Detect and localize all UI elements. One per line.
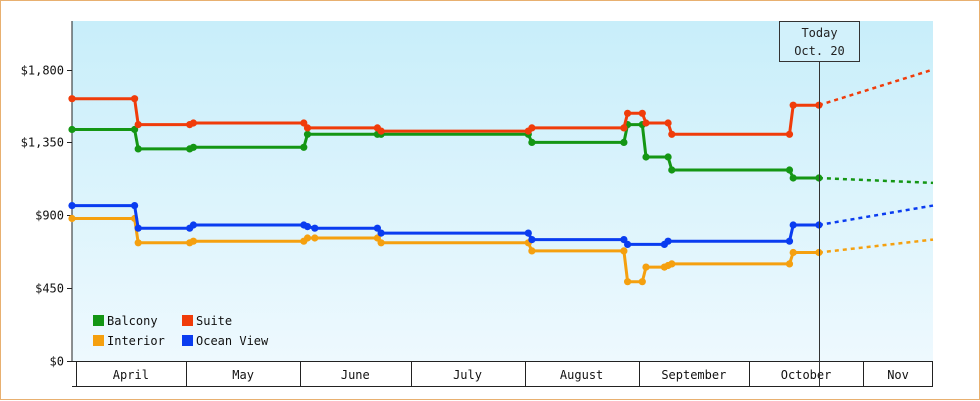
data-point[interactable] — [642, 153, 650, 161]
data-point[interactable] — [134, 121, 142, 129]
data-point[interactable] — [373, 224, 381, 232]
forecast-line-suite — [818, 68, 934, 107]
data-point[interactable] — [668, 260, 676, 268]
y-tick-label: $0 — [50, 355, 64, 369]
month-label-june: June — [341, 368, 370, 382]
data-point[interactable] — [528, 236, 536, 244]
data-point[interactable] — [524, 229, 532, 237]
legend-label: Suite — [196, 314, 232, 328]
today-label: Today — [801, 26, 837, 40]
y-tick-label: $1,800 — [21, 64, 64, 78]
month-label-july: July — [453, 368, 482, 382]
y-tick-label: $1,350 — [21, 136, 64, 150]
data-point[interactable] — [638, 278, 646, 286]
data-point[interactable] — [131, 202, 139, 210]
data-point[interactable] — [815, 248, 823, 257]
data-point[interactable] — [815, 174, 823, 182]
data-point[interactable] — [189, 119, 197, 127]
data-point[interactable] — [785, 237, 794, 245]
legend-swatch — [182, 335, 193, 346]
data-point[interactable] — [642, 263, 650, 271]
data-point[interactable] — [642, 119, 650, 127]
data-point[interactable] — [303, 124, 312, 132]
data-point[interactable] — [624, 278, 632, 286]
today-date-label: Oct. 20 — [794, 44, 845, 58]
legend-item-interior[interactable]: Interior — [93, 334, 165, 348]
data-point[interactable] — [815, 101, 823, 109]
legend-item-suite[interactable]: Suite — [182, 314, 232, 328]
data-point[interactable] — [789, 248, 797, 257]
data-point[interactable] — [311, 234, 319, 242]
data-point[interactable] — [815, 221, 823, 229]
month-label-august: August — [560, 368, 603, 382]
data-point[interactable] — [624, 109, 632, 117]
data-point[interactable] — [377, 127, 385, 135]
month-label-nov: Nov — [887, 368, 909, 382]
data-point[interactable] — [68, 214, 76, 223]
forecast-line-balcony — [818, 176, 934, 185]
data-point[interactable] — [624, 240, 632, 248]
data-point[interactable] — [620, 138, 628, 146]
y-tick-label: $900 — [35, 209, 64, 223]
data-point[interactable] — [311, 224, 319, 232]
legend-swatch — [93, 315, 104, 326]
data-point[interactable] — [377, 229, 385, 237]
data-point[interactable] — [377, 239, 385, 247]
data-point[interactable] — [303, 223, 312, 231]
data-point[interactable] — [68, 95, 76, 103]
series-balcony — [68, 121, 934, 185]
data-point[interactable] — [668, 166, 676, 174]
series-suite — [68, 68, 934, 138]
y-tick-label: $450 — [35, 282, 64, 296]
data-point[interactable] — [620, 247, 628, 255]
data-point[interactable] — [785, 166, 794, 174]
month-label-september: September — [661, 368, 726, 382]
legend-item-balcony[interactable]: Balcony — [93, 314, 158, 328]
plot-area — [72, 21, 933, 361]
data-point[interactable] — [528, 247, 536, 255]
data-point[interactable] — [528, 124, 536, 132]
data-point[interactable] — [789, 174, 797, 182]
data-point[interactable] — [785, 130, 794, 138]
data-point[interactable] — [664, 153, 672, 161]
data-point[interactable] — [620, 124, 628, 132]
data-point[interactable] — [300, 119, 308, 127]
forecast-line-ocean-view — [818, 204, 934, 227]
today-label-box — [779, 21, 860, 62]
forecast-line-interior — [818, 238, 934, 254]
data-point[interactable] — [189, 143, 197, 151]
data-point[interactable] — [68, 125, 76, 134]
data-point[interactable] — [303, 130, 312, 138]
data-point[interactable] — [189, 221, 197, 229]
data-point[interactable] — [785, 260, 794, 268]
data-point[interactable] — [134, 145, 142, 153]
legend-label: Interior — [107, 334, 165, 348]
data-point[interactable] — [528, 138, 536, 146]
data-point[interactable] — [300, 143, 308, 151]
data-point[interactable] — [303, 234, 312, 242]
series-ocean-view — [68, 202, 934, 248]
data-point[interactable] — [789, 101, 797, 109]
data-point[interactable] — [134, 239, 142, 247]
legend-swatch — [182, 315, 193, 326]
month-label-may: May — [232, 368, 254, 382]
month-label-october: October — [781, 368, 832, 382]
data-point[interactable] — [664, 119, 672, 127]
legend-swatch — [93, 335, 104, 346]
data-point[interactable] — [134, 224, 142, 232]
data-point[interactable] — [131, 95, 139, 103]
legend-item-ocean-view[interactable]: Ocean View — [182, 334, 269, 348]
data-point[interactable] — [189, 237, 197, 245]
series-interior — [68, 214, 934, 286]
month-label-april: April — [113, 368, 149, 382]
legend-label: Ocean View — [196, 334, 269, 348]
data-point[interactable] — [668, 130, 676, 138]
data-point[interactable] — [638, 109, 646, 117]
data-point[interactable] — [664, 237, 672, 245]
legend-label: Balcony — [107, 314, 158, 328]
data-point[interactable] — [789, 221, 797, 229]
data-point[interactable] — [68, 202, 76, 210]
